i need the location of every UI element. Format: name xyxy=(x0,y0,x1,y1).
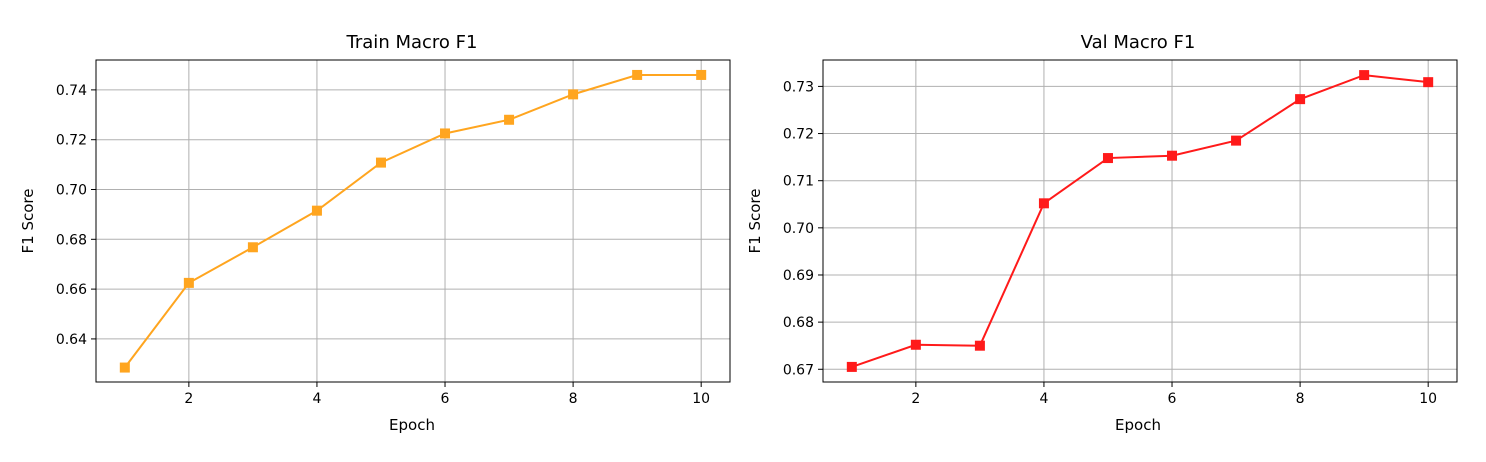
data-point-marker xyxy=(311,205,322,216)
y-tick-label: 0.70 xyxy=(783,221,814,237)
series-line xyxy=(851,74,1429,368)
x-tick-label: 8 xyxy=(1296,391,1305,407)
y-tick-label: 0.66 xyxy=(56,282,87,298)
x-tick-label: 10 xyxy=(1419,391,1437,407)
data-point-marker xyxy=(1167,150,1178,161)
y-tick-label: 0.74 xyxy=(56,83,87,99)
data-point-marker xyxy=(1038,198,1049,209)
series-line xyxy=(124,73,702,369)
data-point-marker xyxy=(632,69,643,80)
x-tick-label: 2 xyxy=(911,391,920,407)
plot-frame xyxy=(822,59,1458,383)
data-point-marker xyxy=(974,340,985,351)
y-tick-label: 0.68 xyxy=(56,232,87,248)
x-tick-label: 6 xyxy=(1168,391,1177,407)
x-tick-label: 4 xyxy=(312,391,321,407)
data-point-marker xyxy=(1423,77,1434,88)
x-axis-label: Epoch xyxy=(389,416,435,434)
x-tick-label: 2 xyxy=(184,391,193,407)
data-point-marker xyxy=(1102,153,1113,164)
y-tick-label: 0.64 xyxy=(56,332,87,348)
x-tick-label: 6 xyxy=(441,391,450,407)
y-tick-label: 0.72 xyxy=(56,133,87,149)
data-point-marker xyxy=(119,362,130,373)
data-point-marker xyxy=(1295,94,1306,105)
data-point-marker xyxy=(247,242,258,253)
data-point-marker xyxy=(910,339,921,350)
y-axis-label: F1 Score xyxy=(746,189,764,254)
x-tick-label: 4 xyxy=(1039,391,1048,407)
x-axis-label: Epoch xyxy=(1115,416,1161,434)
y-tick-label: 0.67 xyxy=(783,362,814,378)
chart-title: Val Macro F1 xyxy=(1081,32,1196,53)
y-axis-label: F1 Score xyxy=(19,189,37,254)
y-tick-label: 0.73 xyxy=(783,79,814,95)
y-tick-label: 0.71 xyxy=(783,174,814,190)
data-point-marker xyxy=(504,114,515,125)
val-f1-chart: Val Macro F1 Epoch F1 Score 2 4 6 8 10 0.67 0.… xyxy=(746,32,1458,434)
data-point-marker xyxy=(183,277,194,288)
plot-frame xyxy=(95,59,731,383)
data-point-marker xyxy=(696,69,707,80)
chart-title: Train Macro F1 xyxy=(346,32,478,53)
data-point-marker xyxy=(440,128,451,139)
data-point-marker xyxy=(375,157,386,168)
y-tick-label: 0.68 xyxy=(783,315,814,331)
y-tick-label: 0.70 xyxy=(56,182,87,198)
train-f1-chart: Train Macro F1 Epoch F1 Score 2 4 6 8 10 0.64… xyxy=(19,32,731,434)
y-tick-label: 0.69 xyxy=(783,268,814,284)
data-point-marker xyxy=(846,361,857,372)
data-point-marker xyxy=(1359,70,1370,81)
data-point-marker xyxy=(1231,135,1242,146)
grid xyxy=(96,60,730,382)
x-tick-label: 8 xyxy=(569,391,578,407)
x-tick-label: 10 xyxy=(692,391,710,407)
y-tick-label: 0.72 xyxy=(783,127,814,143)
data-point-marker xyxy=(568,89,579,100)
grid xyxy=(823,60,1457,382)
